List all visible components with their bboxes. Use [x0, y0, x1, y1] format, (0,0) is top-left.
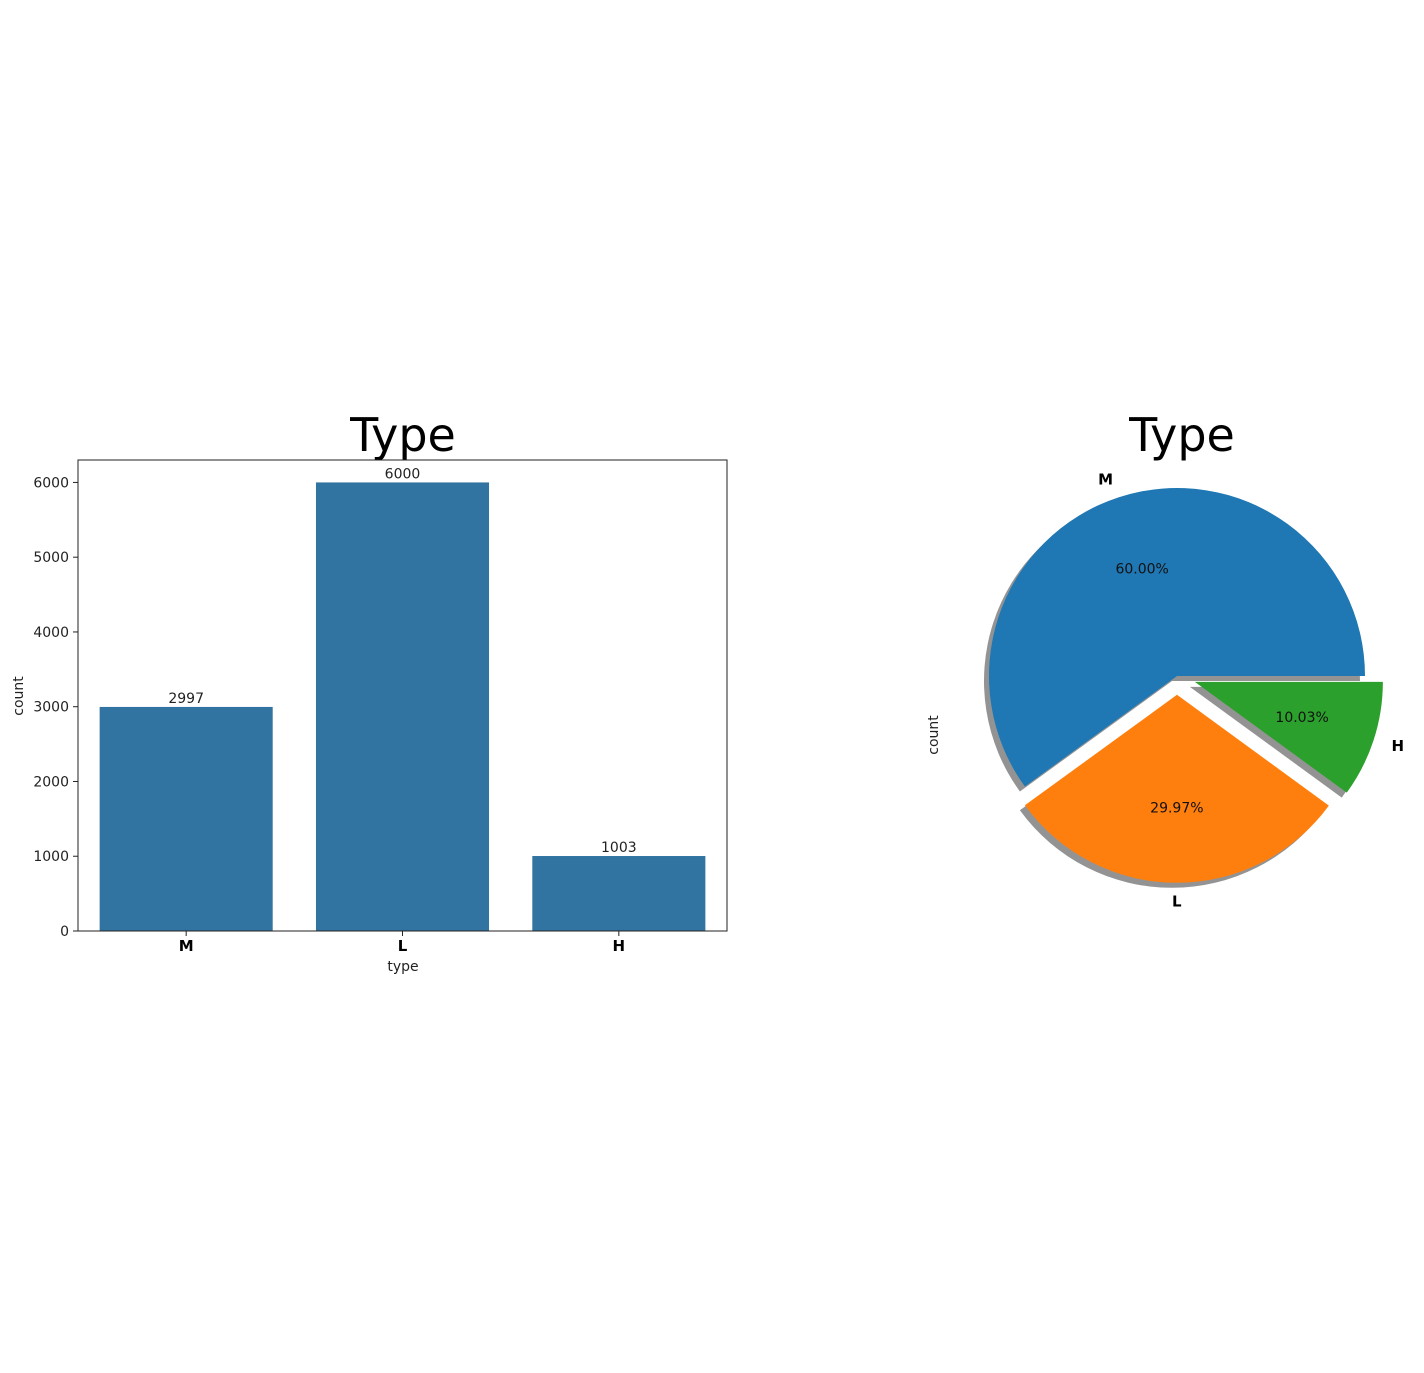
bar-chart-title: Type: [349, 408, 456, 462]
pie-chart-title: Type: [1128, 408, 1235, 462]
bar-series: [99, 482, 706, 931]
y-tick-label-2000: 2000: [33, 774, 69, 790]
pie-label-L: L: [1172, 893, 1182, 911]
pie-pct-L: 29.97%: [1150, 801, 1203, 817]
bar-chart: Type 0 1000 2000 3000 4000 5000 6000 M L H 2997 6…: [11, 408, 728, 975]
y-tick-label-0: 0: [60, 924, 69, 940]
pie-labels: 60.00% M 29.97% L 10.03% H: [1098, 470, 1404, 910]
y-axis-label: count: [11, 676, 27, 716]
x-tick-label-L: L: [398, 937, 408, 955]
pie-pct-M: 60.00%: [1115, 562, 1168, 578]
data-label-L: 6000: [385, 466, 421, 482]
y-tick-label-3000: 3000: [33, 700, 69, 716]
pie-slice-M: [989, 488, 1365, 787]
y-ticks: [73, 481, 78, 932]
pie-slices: [989, 488, 1383, 883]
pie-label-H: H: [1391, 737, 1404, 755]
y-tick-label-4000: 4000: [33, 625, 69, 641]
x-tick-label-M: M: [179, 937, 194, 955]
y-tick-label-6000: 6000: [33, 475, 69, 491]
bar-H: [532, 856, 706, 931]
pie-pct-H: 10.03%: [1275, 710, 1328, 726]
y-tick-labels: 0 1000 2000 3000 4000 5000 6000: [33, 475, 69, 940]
x-ticks: [185, 931, 620, 936]
pie-label-M: M: [1098, 470, 1113, 488]
pie-y-axis-label: count: [926, 715, 942, 755]
y-tick-label-1000: 1000: [33, 849, 69, 865]
pie-slice-L: [1024, 694, 1329, 883]
x-tick-label-H: H: [613, 937, 626, 955]
y-tick-label-5000: 5000: [33, 550, 69, 566]
data-label-M: 2997: [168, 691, 204, 707]
plot-frame: [77, 459, 728, 932]
bar-L: [315, 482, 490, 931]
pie-slice-H: [1194, 681, 1383, 793]
bar-M: [99, 706, 273, 931]
x-axis-label: type: [387, 959, 418, 975]
pie-chart: Type count 60.00% M 29.97% L 10.03% H: [926, 408, 1404, 911]
bar-data-labels: 2997 6000 1003: [168, 466, 636, 856]
data-label-H: 1003: [601, 840, 637, 856]
